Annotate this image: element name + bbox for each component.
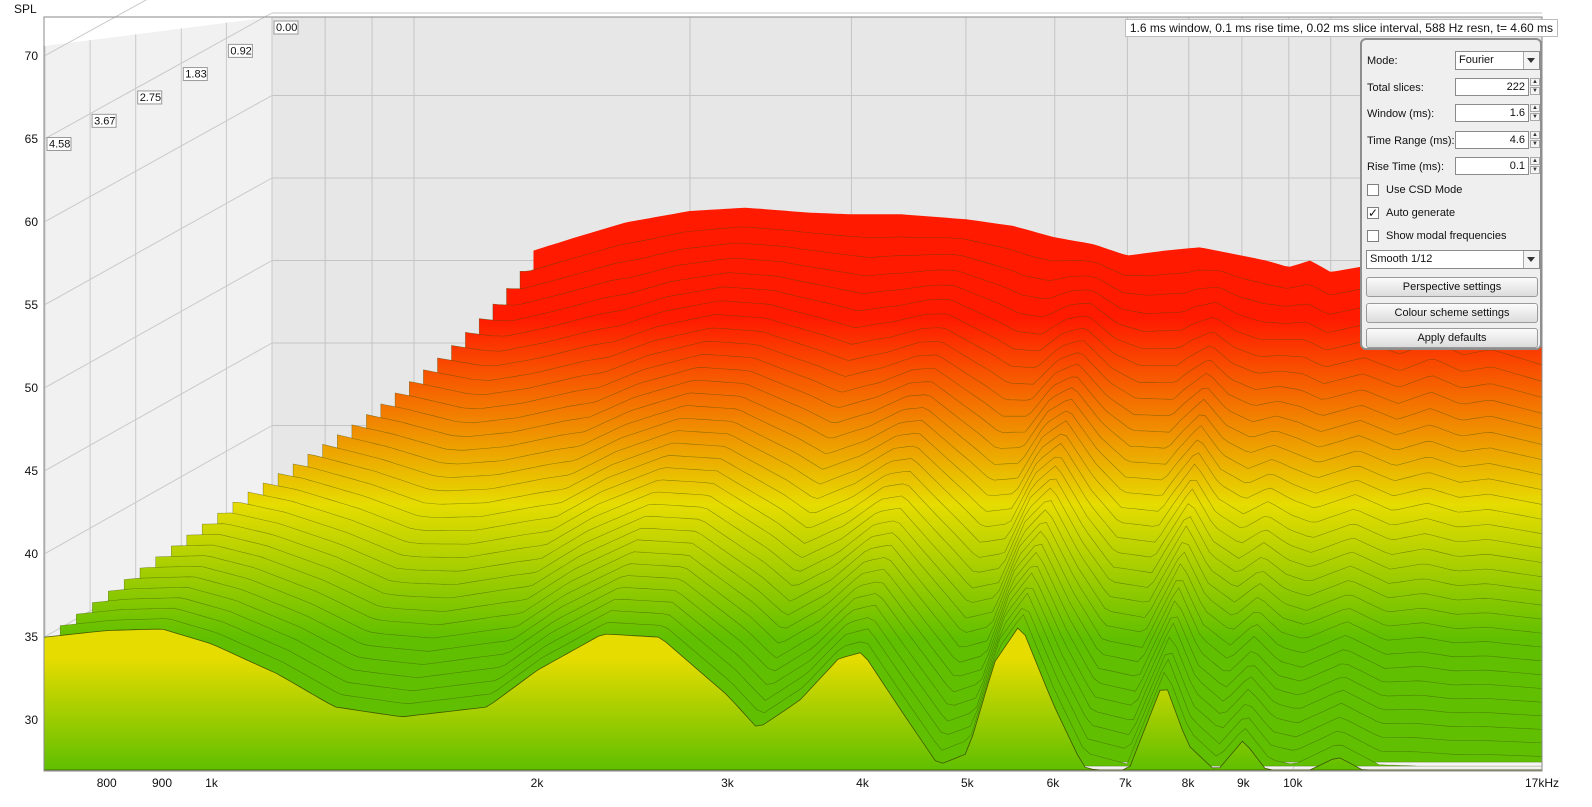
time-tick-label: 4.58 — [49, 138, 70, 150]
y-tick-label: 50 — [25, 381, 39, 395]
total-slices-row: Total slices: 222 ▲ ▼ — [1367, 78, 1540, 98]
spl-gridline-side — [43, 177, 273, 306]
x-tick-label: 8k — [1182, 776, 1196, 790]
y-tick-label: 70 — [25, 49, 39, 63]
spin-down-icon[interactable]: ▼ — [1530, 87, 1540, 95]
time-tick-box — [227, 43, 253, 58]
time-tick-label: 0.00 — [276, 22, 297, 34]
spin-up-icon[interactable]: ▲ — [1530, 157, 1540, 165]
time-tick-box — [137, 90, 163, 105]
rise-time-label: Rise Time (ms): — [1367, 161, 1444, 173]
spin-up-icon[interactable]: ▲ — [1530, 131, 1540, 139]
time-tick-box — [273, 20, 299, 35]
rise-time-spinner[interactable]: ▲ ▼ — [1530, 157, 1540, 175]
x-tick-label: 4k — [856, 776, 870, 790]
spl-gridline-side — [43, 342, 273, 472]
time-tick-box — [91, 113, 117, 128]
smoothing-value: Smooth 1/12 — [1370, 253, 1433, 265]
window-label: Window (ms): — [1367, 108, 1435, 120]
x-tick-label: 6k — [1047, 776, 1061, 790]
spl-gridline-side — [43, 425, 273, 555]
x-tick-label: 800 — [97, 776, 117, 790]
total-slices-label: Total slices: — [1367, 82, 1424, 94]
mode-row: Mode: Fourier — [1367, 51, 1540, 71]
x-tick-label: 2k — [531, 776, 545, 790]
window-spinner[interactable]: ▲ ▼ — [1530, 104, 1540, 122]
x-tick-label: 9k — [1237, 776, 1251, 790]
time-tick-box — [46, 136, 72, 151]
checkmark-icon[interactable]: ✓ — [1367, 206, 1379, 220]
time-tick-label: 0.92 — [230, 45, 251, 57]
analysis-info: 1.6 ms window, 0.1 ms rise time, 0.02 ms… — [1124, 19, 1558, 37]
mode-label: Mode: — [1367, 55, 1398, 67]
y-axis-title: SPL — [14, 2, 37, 16]
time-range-spinner[interactable]: ▲ ▼ — [1530, 131, 1540, 149]
time-range-input[interactable]: 4.6 — [1455, 131, 1529, 149]
colour-scheme-settings-button[interactable]: Colour scheme settings — [1366, 303, 1538, 323]
total-slices-spinner[interactable]: ▲ ▼ — [1530, 78, 1540, 96]
spl-gridline-side — [43, 12, 273, 140]
x-tick-label: 3k — [721, 776, 735, 790]
perspective-settings-button[interactable]: Perspective settings — [1366, 277, 1538, 297]
rise-time-row: Rise Time (ms): 0.1 ▲ ▼ — [1367, 157, 1540, 177]
x-tick-label: 10k — [1283, 776, 1303, 790]
plot-border — [43, 16, 1543, 772]
time-range-label: Time Range (ms): — [1367, 135, 1455, 147]
y-tick-label: 35 — [25, 630, 39, 644]
spl-gridline-side — [43, 95, 273, 223]
time-tick-label: 2.75 — [140, 92, 161, 104]
rise-time-input[interactable]: 0.1 — [1455, 157, 1529, 175]
spin-down-icon[interactable]: ▼ — [1530, 113, 1540, 121]
y-tick-label: 65 — [25, 132, 39, 146]
x-tick-label: 5k — [961, 776, 975, 790]
spl-gridline-side — [43, 260, 273, 389]
time-tick-box — [182, 67, 208, 82]
y-tick-label: 45 — [25, 464, 39, 478]
y-tick-label: 30 — [25, 713, 39, 727]
mode-value: Fourier — [1459, 54, 1494, 66]
window-row: Window (ms): 1.6 ▲ ▼ — [1367, 104, 1540, 124]
spin-up-icon[interactable]: ▲ — [1530, 104, 1540, 112]
settings-panel: Mode: Fourier Total slices: 222 ▲ ▼ Windo… — [1360, 38, 1542, 350]
x-tick-label: 17kHz — [1525, 776, 1559, 790]
total-slices-input[interactable]: 222 — [1455, 78, 1529, 96]
spl-gridline-side — [43, 0, 147, 57]
time-range-row: Time Range (ms): 4.6 ▲ ▼ — [1367, 131, 1540, 151]
spin-down-icon[interactable]: ▼ — [1530, 140, 1540, 148]
time-tick-label: 1.83 — [185, 69, 206, 81]
mode-select[interactable]: Fourier — [1455, 51, 1540, 70]
x-tick-label: 1k — [205, 776, 219, 790]
auto-generate-label: Auto generate — [1386, 207, 1456, 219]
apply-defaults-button[interactable]: Apply defaults — [1366, 328, 1538, 348]
y-tick-label: 40 — [25, 547, 39, 561]
smoothing-select[interactable]: Smooth 1/12 — [1366, 250, 1540, 269]
y-tick-label: 60 — [25, 215, 39, 229]
time-tick-label: 3.67 — [94, 115, 115, 127]
chevron-down-icon[interactable] — [1523, 52, 1539, 69]
modal-frequencies-label: Show modal frequencies — [1386, 230, 1507, 242]
spin-down-icon[interactable]: ▼ — [1530, 166, 1540, 174]
checkbox-icon[interactable] — [1367, 184, 1379, 196]
x-tick-label: 900 — [152, 776, 172, 790]
use-csd-label: Use CSD Mode — [1386, 184, 1463, 196]
checkbox-icon[interactable] — [1367, 230, 1379, 242]
y-tick-label: 55 — [25, 298, 39, 312]
x-tick-label: 7k — [1119, 776, 1133, 790]
window-input[interactable]: 1.6 — [1455, 104, 1529, 122]
front-slice — [43, 627, 1542, 771]
chevron-down-icon[interactable] — [1523, 251, 1539, 268]
spin-up-icon[interactable]: ▲ — [1530, 78, 1540, 86]
